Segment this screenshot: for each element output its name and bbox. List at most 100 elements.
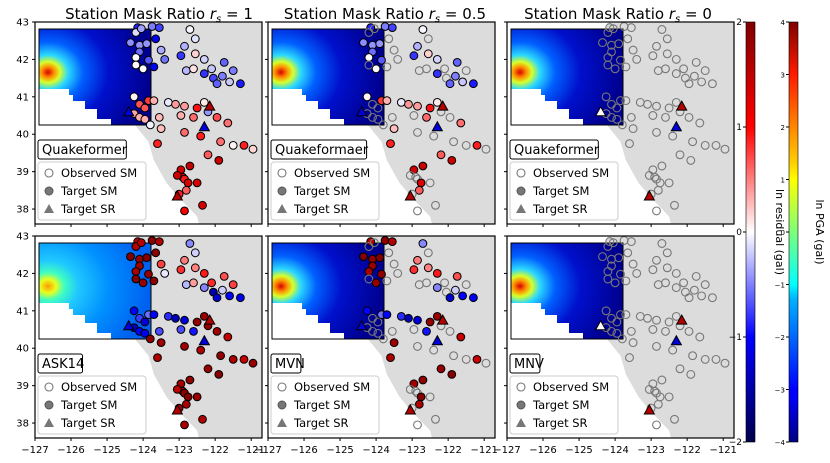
- target-sm-point: [218, 71, 227, 81]
- y-tick-label: 40: [16, 130, 29, 141]
- target-sr-point: [355, 105, 368, 117]
- observed-sm-point: [700, 66, 710, 76]
- model-label: MVN: [275, 357, 305, 372]
- target-sm-point: [136, 24, 146, 34]
- target-sm-point: [425, 317, 435, 327]
- legend-target-sm-marker: [44, 186, 54, 196]
- target-sm-point: [181, 399, 191, 409]
- legend-label-2: Target SM: [532, 184, 589, 198]
- station-markers: [122, 22, 258, 216]
- observed-sm-point: [686, 155, 696, 165]
- observed-sm-point: [405, 384, 415, 394]
- observed-sm-point: [711, 140, 721, 150]
- legend-label-1: Observed SM: [294, 166, 370, 180]
- target-sm-point: [196, 131, 206, 141]
- observed-sm-point: [625, 353, 634, 363]
- observed-sm-point: [423, 248, 433, 258]
- observed-sm-point: [373, 328, 383, 338]
- target-sm-point: [359, 252, 368, 262]
- y-tick-label: 43: [16, 232, 29, 243]
- target-sr-point: [355, 319, 368, 331]
- observed-sm-point: [686, 369, 696, 379]
- target-sm-point: [375, 253, 385, 263]
- target-sm-point: [160, 55, 170, 64]
- observed-sm-point: [662, 248, 672, 258]
- legend: Observed SM Target SM Target SR: [270, 375, 380, 435]
- legend-target-sm-marker: [277, 186, 287, 196]
- target-sm-point: [153, 139, 162, 149]
- observed-sm-point: [422, 278, 431, 288]
- y-tick-label: 40: [16, 344, 29, 355]
- target-sm-point: [153, 353, 162, 363]
- target-sm-point: [136, 238, 146, 248]
- target-sm-point: [377, 55, 386, 65]
- observed-sm-point: [643, 99, 652, 109]
- observed-sm-point: [664, 317, 674, 327]
- colorbar-tick-label: 2: [781, 124, 785, 132]
- observed-sm-point: [621, 96, 631, 106]
- panel-frame: [267, 21, 496, 225]
- observed-sm-point: [614, 39, 624, 49]
- legend-label-1: Observed SM: [533, 166, 609, 180]
- target-sm-point: [140, 114, 150, 124]
- observed-sm-point: [626, 112, 636, 122]
- target-sm-point: [414, 185, 424, 195]
- model-label-box: MNV: [509, 353, 544, 374]
- observed-sm-point: [423, 34, 433, 44]
- model-label-frame: [37, 139, 127, 160]
- observed-sm-point: [378, 334, 388, 344]
- target-sm-point: [404, 313, 413, 323]
- target-sm-point: [228, 141, 238, 150]
- observed-sm-point: [675, 364, 685, 374]
- x-tick-label: −125: [326, 445, 353, 456]
- observed-sm-point: [440, 64, 450, 74]
- target-sm-point: [185, 25, 195, 34]
- inset-frame: [510, 242, 624, 340]
- x-tick-label: −126: [290, 445, 317, 456]
- observed-sm-point: [644, 170, 654, 180]
- target-sm-point: [154, 237, 164, 247]
- target-sm-point: [147, 22, 157, 31]
- target-sr-point: [171, 189, 184, 201]
- target-sm-point: [181, 185, 191, 195]
- legend-target-sr-marker: [516, 204, 526, 213]
- legend-label-3: Target SR: [60, 202, 116, 216]
- target-sm-point: [181, 66, 191, 75]
- colorbar-tick-label: −2: [729, 438, 742, 448]
- legend-observed-sm-marker: [516, 382, 526, 392]
- observed-sm-point: [621, 276, 631, 286]
- observed-sm-point: [657, 25, 667, 34]
- observed-sm-point: [425, 392, 435, 402]
- legend: Observed SM Target SM Target SR: [37, 161, 147, 221]
- observed-sm-point: [378, 120, 388, 130]
- observed-sm-point: [373, 114, 383, 124]
- target-sm-point: [364, 53, 374, 62]
- target-sm-point: [131, 53, 141, 62]
- target-sm-point: [418, 239, 428, 248]
- observed-sm-point: [449, 351, 459, 361]
- target-sm-point: [447, 370, 457, 379]
- observed-sm-point: [661, 278, 670, 288]
- target-sm-point: [389, 124, 399, 134]
- observed-sm-point: [697, 77, 707, 87]
- target-sm-point: [189, 327, 198, 336]
- x-tick-label: −124: [129, 445, 156, 456]
- observed-sm-point: [389, 45, 399, 55]
- station-markers: [355, 22, 491, 216]
- land-area: [361, 22, 495, 224]
- observed-sm-point: [603, 274, 613, 284]
- target-sr-point: [404, 189, 417, 201]
- target-sm-point: [248, 144, 258, 154]
- legend-observed-sm-marker: [44, 168, 54, 178]
- observed-sm-point: [610, 64, 620, 74]
- observed-sm-point: [652, 255, 661, 265]
- land-area: [128, 236, 262, 438]
- station-markers: [122, 236, 258, 430]
- target-sm-point: [131, 60, 141, 70]
- target-sm-point: [236, 293, 245, 303]
- target-sm-point: [176, 265, 186, 275]
- target-sm-point: [156, 338, 166, 348]
- panel-r1-c1: Quakeformer Observed SM Target SM Target SR…: [16, 18, 263, 227]
- observed-sm-point: [431, 414, 440, 424]
- colorbar-tick-label: −1: [729, 333, 742, 343]
